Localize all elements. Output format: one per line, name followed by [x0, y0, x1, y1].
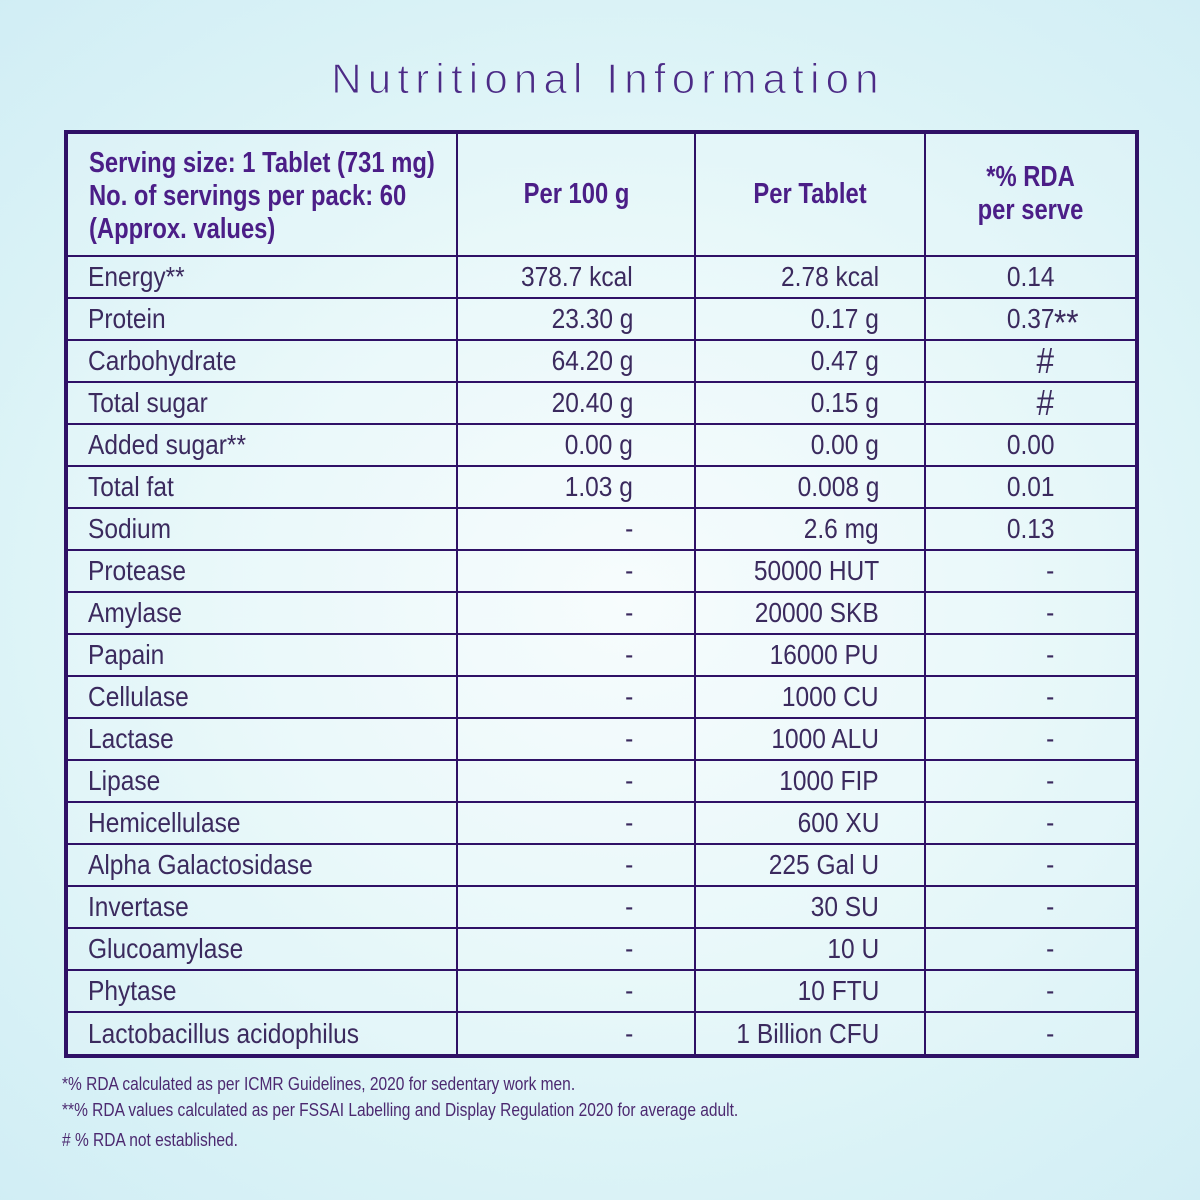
svg-text:Nutritional Information: Nutritional Information: [331, 55, 884, 102]
